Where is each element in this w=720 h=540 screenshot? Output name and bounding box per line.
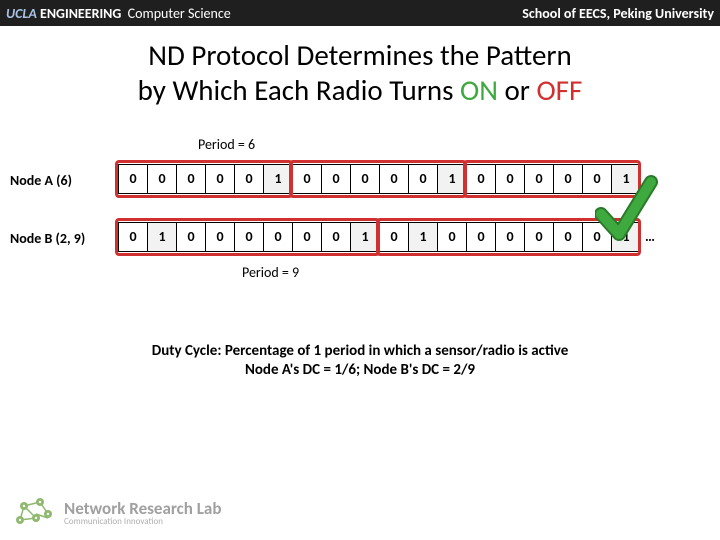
- row-a-cells: 000001000001000001…: [118, 164, 660, 194]
- row-a-label: Node A (6): [10, 172, 110, 189]
- header-bar: UCLA ENGINEERING Computer Science School…: [0, 0, 720, 26]
- page-title: ND Protocol Determines the Pattern by Wh…: [20, 38, 700, 108]
- row-b-cells: 010000001010000001…: [118, 222, 660, 252]
- slot-cell: 0: [176, 222, 206, 252]
- slot-cell: 0: [263, 222, 293, 252]
- slot-cell: 0: [524, 164, 554, 194]
- slot-cell: 0: [379, 164, 409, 194]
- slot-cell: 0: [118, 222, 148, 252]
- title-off: OFF: [536, 72, 582, 108]
- slot-cell: 0: [176, 164, 206, 194]
- slot-cell: 0: [495, 164, 525, 194]
- timing-diagram: Period = 6 Node A (6) 000001000001000001…: [10, 136, 710, 336]
- footer-text: Network Research Lab Communication Innov…: [64, 500, 221, 526]
- slot-cell: 0: [321, 164, 351, 194]
- header-right: School of EECS, Peking University: [522, 5, 714, 22]
- slot-cell: 0: [147, 164, 177, 194]
- duty-line1: Duty Cycle: Percentage of 1 period in wh…: [152, 342, 569, 360]
- header-left: UCLA ENGINEERING Computer Science: [6, 5, 231, 22]
- slot-cell: 0: [292, 222, 322, 252]
- period-b-label: Period = 9: [242, 264, 299, 281]
- slot-cell: 0: [234, 164, 264, 194]
- slot-cell: 0: [408, 164, 438, 194]
- duty-cycle-text: Duty Cycle: Percentage of 1 period in wh…: [0, 342, 720, 381]
- title-on: ON: [460, 72, 498, 108]
- period-a-label: Period = 6: [198, 136, 255, 153]
- slot-cell: 0: [553, 164, 583, 194]
- slot-cell: 0: [350, 164, 380, 194]
- footer: Network Research Lab Communication Innov…: [14, 496, 221, 530]
- slot-cell: 0: [524, 222, 554, 252]
- slot-cell: 1: [408, 222, 438, 252]
- slot-cell: 0: [234, 222, 264, 252]
- slot-cell: 0: [495, 222, 525, 252]
- engineering-label: ENGINEERING: [40, 5, 121, 22]
- footer-logo-icon: [14, 496, 56, 530]
- slot-cell: 0: [205, 222, 235, 252]
- slot-cell: 0: [379, 222, 409, 252]
- slot-cell: 0: [466, 222, 496, 252]
- slot-cell: 0: [553, 222, 583, 252]
- slot-cell: 0: [205, 164, 235, 194]
- slot-cell: 1: [350, 222, 380, 252]
- slot-cell: 0: [118, 164, 148, 194]
- title-mid: or: [498, 72, 537, 108]
- ucla-label: UCLA: [6, 5, 37, 22]
- check-icon: [595, 172, 659, 252]
- duty-line2: Node A's DC = 1/6; Node B's DC = 2/9: [245, 361, 475, 379]
- footer-name: Network Research Lab: [64, 500, 221, 517]
- cs-label: Computer Science: [128, 5, 231, 22]
- slot-cell: 0: [437, 222, 467, 252]
- slot-cell: 1: [263, 164, 293, 194]
- slot-cell: 1: [147, 222, 177, 252]
- slot-cell: 0: [466, 164, 496, 194]
- title-line1: ND Protocol Determines the Pattern: [148, 37, 572, 73]
- slot-cell: 0: [321, 222, 351, 252]
- slot-cell: 1: [437, 164, 467, 194]
- slot-cell: 0: [292, 164, 322, 194]
- row-b-label: Node B (2, 9): [10, 230, 110, 247]
- title-line2-pre: by Which Each Radio Turns: [138, 72, 460, 108]
